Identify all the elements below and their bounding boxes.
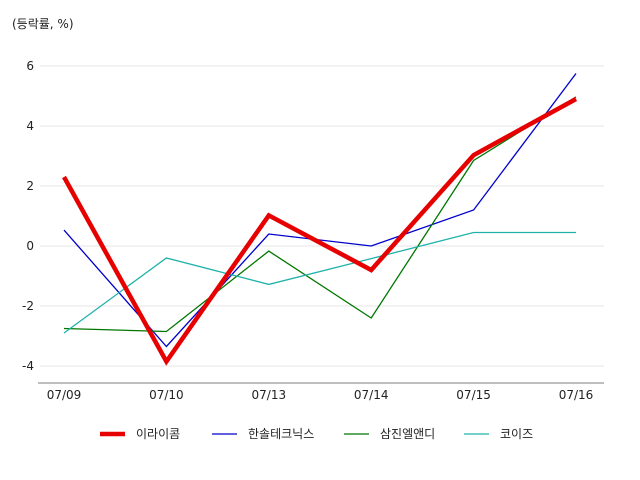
legend: 이라이콤 한솔테크닉스 삼진엘앤디 코이즈 (100, 427, 533, 441)
y-axis-unit-label: (등락률, %) (12, 17, 74, 31)
x-tick-label: 07/16 (559, 388, 594, 402)
series-lines (62, 73, 578, 366)
legend-label: 삼진엘앤디 (380, 427, 435, 441)
legend-label: 코이즈 (500, 427, 533, 441)
y-tick-label: 4 (26, 119, 34, 133)
y-tick-label: 2 (26, 179, 34, 193)
y-tick-labels: 6 4 2 0 -2 -4 (22, 59, 34, 373)
y-tick-label: 6 (26, 59, 34, 73)
gridlines (40, 65, 604, 367)
x-tick-labels: 07/09 07/10 07/13 07/14 07/15 07/16 (47, 388, 594, 402)
series-line-1 (62, 97, 578, 366)
y-tick-label: -2 (22, 299, 34, 313)
y-tick-label: -4 (22, 359, 34, 373)
legend-label: 한솔테크닉스 (248, 427, 314, 441)
series-line-4 (63, 231, 576, 334)
x-tick-label: 07/09 (47, 388, 82, 402)
legend-label: 이라이콤 (136, 427, 180, 441)
x-tick-label: 07/10 (149, 388, 184, 402)
series-line-3 (63, 96, 577, 333)
x-tick-label: 07/14 (354, 388, 389, 402)
x-tick-label: 07/15 (456, 388, 491, 402)
y-tick-label: 0 (26, 239, 34, 253)
x-tick-label: 07/13 (252, 388, 287, 402)
